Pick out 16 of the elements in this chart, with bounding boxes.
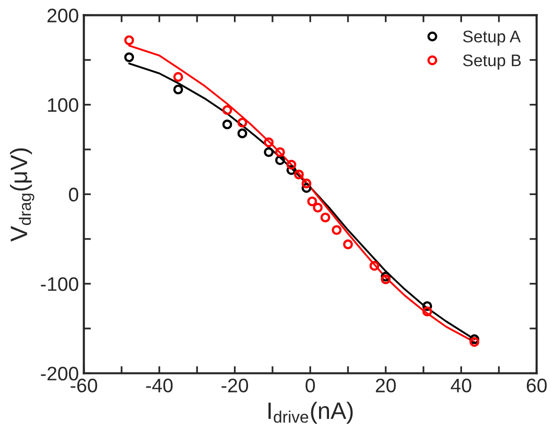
y-axis-title: V$_{drag}$(μV) <box>10 148 34 242</box>
y-tick-label: 0 <box>68 188 78 202</box>
y-tick-label: 200 <box>48 8 78 22</box>
x-tick-label: 60 <box>526 378 547 392</box>
x-tick-label: -40 <box>146 378 173 392</box>
x-tick-label: -20 <box>222 378 248 392</box>
legend-label: Setup A <box>463 30 521 46</box>
x-tick-label: 20 <box>376 378 396 392</box>
x-tick-label: -60 <box>70 378 98 392</box>
y-tick-label: -100 <box>40 277 78 291</box>
x-tick-label: 40 <box>450 378 472 392</box>
y-tick-label: 100 <box>48 98 78 112</box>
y-tick-label: -200 <box>40 366 78 380</box>
x-tick-label: 0 <box>306 378 315 392</box>
legend-label: Setup B <box>463 54 521 70</box>
x-axis-title: I$_{drive}$(nA) <box>268 402 353 424</box>
